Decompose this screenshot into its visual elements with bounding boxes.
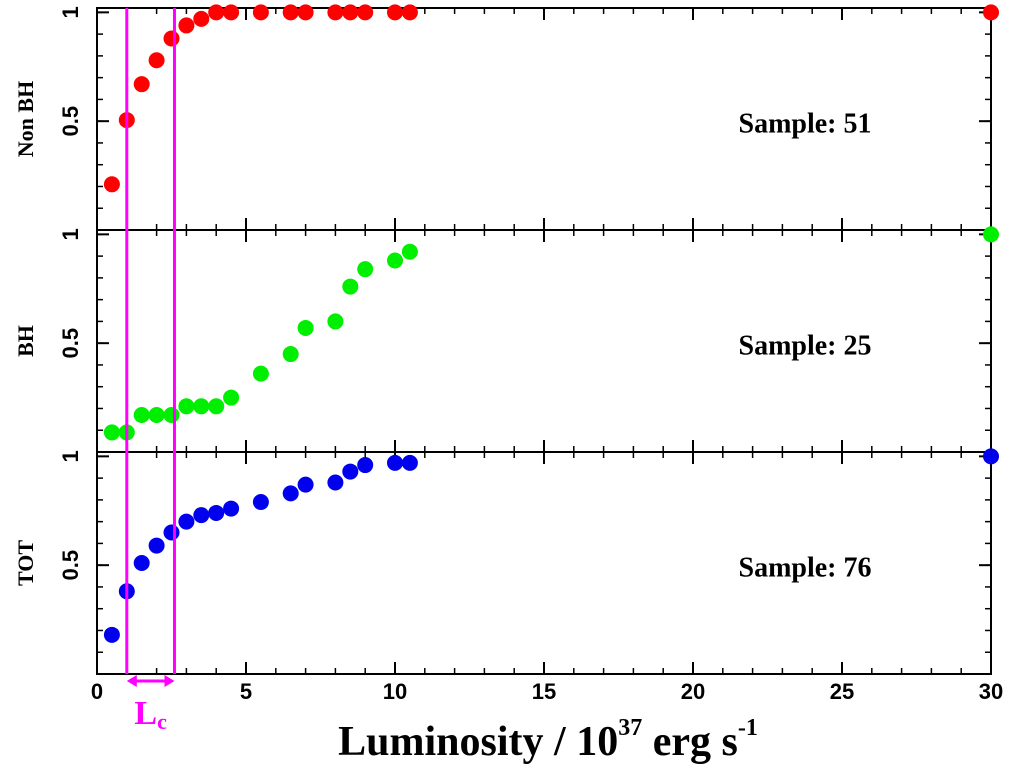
point xyxy=(387,4,403,21)
point xyxy=(208,398,225,415)
point xyxy=(297,319,314,336)
point xyxy=(252,4,269,21)
range-arrow-head xyxy=(126,675,175,687)
point xyxy=(357,457,374,474)
y-tick-label: 0.5 xyxy=(58,106,83,137)
point xyxy=(193,10,210,27)
point xyxy=(148,407,165,423)
point xyxy=(297,476,314,493)
point xyxy=(282,4,299,21)
x-tick-label: 5 xyxy=(240,679,252,704)
y-axis-label: Non BH xyxy=(13,81,38,157)
annotation: Sample: 25 xyxy=(739,331,872,362)
annotation: Sample: 76 xyxy=(739,553,872,584)
point xyxy=(103,424,120,441)
point xyxy=(401,243,418,260)
point xyxy=(327,474,344,491)
x-tick-label: 0 xyxy=(91,679,103,704)
point xyxy=(193,507,210,524)
point xyxy=(163,30,180,47)
point xyxy=(252,494,269,511)
range-label: Lc xyxy=(134,695,167,734)
point xyxy=(387,252,403,269)
annotation: Sample: 51 xyxy=(739,109,872,140)
point xyxy=(387,454,403,471)
point xyxy=(148,52,165,69)
y-tick-label: 0.5 xyxy=(58,550,83,581)
point xyxy=(208,504,225,521)
point xyxy=(357,4,374,21)
range-label-sub: c xyxy=(157,709,167,734)
y-tick-label: 1 xyxy=(58,6,83,18)
y-tick-label: 0.5 xyxy=(58,328,83,359)
point xyxy=(133,76,150,93)
point xyxy=(282,485,299,502)
point xyxy=(983,448,999,465)
x-axis-label: Luminosity / 1037 erg s-1 xyxy=(338,715,758,765)
point xyxy=(401,454,418,471)
point xyxy=(357,261,374,278)
point xyxy=(327,313,344,330)
y-axis-label: TOT xyxy=(13,540,38,586)
point xyxy=(163,407,180,423)
point xyxy=(327,4,344,21)
x-axis-label-part: Luminosity / 10 xyxy=(338,719,618,765)
point xyxy=(342,463,359,480)
point xyxy=(163,524,180,541)
point xyxy=(342,278,359,295)
x-axis-label-part: erg s xyxy=(642,719,738,765)
range-label-main: L xyxy=(134,695,157,732)
point xyxy=(133,555,150,571)
x-tick-label: 10 xyxy=(383,679,407,704)
y-tick-label: 1 xyxy=(58,450,83,462)
point xyxy=(223,500,240,517)
point xyxy=(983,226,999,243)
point xyxy=(178,398,195,415)
x-tick-label: 30 xyxy=(979,679,1003,704)
point xyxy=(342,4,359,21)
x-tick-label: 15 xyxy=(532,679,556,704)
point xyxy=(103,626,120,643)
x-tick-label: 25 xyxy=(830,679,854,704)
point xyxy=(223,389,240,406)
point xyxy=(208,4,225,21)
point xyxy=(193,398,210,415)
point xyxy=(178,17,195,34)
x-tick-label: 20 xyxy=(681,679,705,704)
point xyxy=(297,4,314,21)
point xyxy=(252,365,269,382)
point xyxy=(983,4,999,21)
point xyxy=(178,513,195,530)
point xyxy=(133,407,150,423)
x-axis-label-part: 37 xyxy=(618,715,642,741)
point xyxy=(103,176,120,193)
point xyxy=(148,537,165,554)
x-axis-label-part: -1 xyxy=(738,715,758,741)
y-tick-label: 1 xyxy=(58,228,83,240)
point xyxy=(401,4,418,21)
point xyxy=(282,346,299,363)
y-axis-label: BH xyxy=(13,325,38,357)
point xyxy=(223,4,240,21)
